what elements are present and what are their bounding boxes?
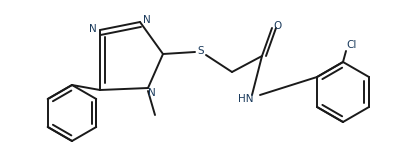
Text: N: N [148, 88, 156, 98]
Text: N: N [143, 15, 151, 25]
Text: O: O [273, 21, 281, 31]
Text: N: N [89, 24, 97, 34]
Text: Cl: Cl [347, 40, 357, 50]
Text: S: S [198, 46, 205, 56]
Text: HN: HN [238, 94, 254, 104]
